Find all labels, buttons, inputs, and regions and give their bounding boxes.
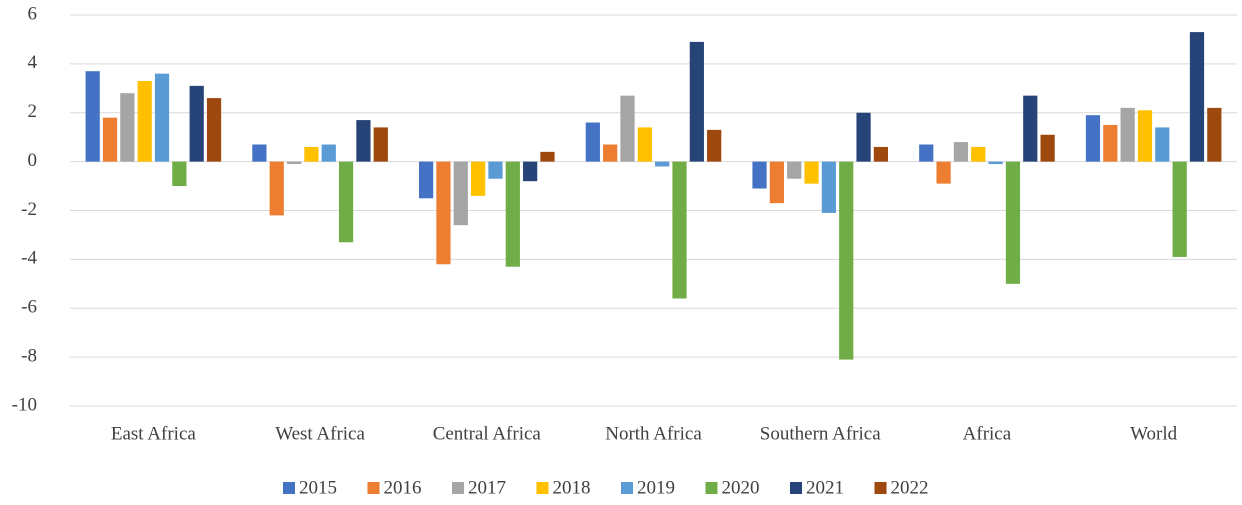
x-tick-label: Central Africa — [433, 423, 542, 444]
x-tick-label: West Africa — [275, 423, 365, 444]
bar — [752, 161, 767, 189]
legend-label: 2021 — [806, 477, 844, 498]
legend-label: 2016 — [384, 477, 422, 498]
bar — [585, 122, 600, 162]
bar — [453, 161, 468, 226]
legend-label: 2019 — [637, 477, 675, 498]
bar — [655, 161, 670, 167]
legend-label: 2015 — [299, 477, 337, 498]
bar — [856, 112, 871, 162]
y-tick-label: -2 — [21, 199, 37, 220]
bar — [873, 146, 889, 162]
bar — [804, 161, 819, 184]
x-tick-label: North Africa — [605, 423, 702, 444]
bar — [189, 85, 204, 162]
bar — [769, 161, 784, 204]
bar — [304, 146, 319, 162]
bar — [338, 161, 354, 243]
y-tick-label: 0 — [28, 150, 38, 171]
bar — [988, 161, 1003, 165]
legend-swatch — [283, 482, 295, 494]
bar — [1023, 95, 1038, 162]
bar — [620, 95, 635, 162]
y-tick-label: 4 — [28, 52, 38, 73]
bar — [689, 41, 704, 162]
legend-label: 2017 — [468, 477, 506, 498]
legend-label: 2022 — [891, 477, 929, 498]
bar — [1155, 127, 1170, 162]
x-tick-label: East Africa — [111, 423, 197, 444]
bar — [418, 161, 434, 199]
bar — [488, 161, 503, 179]
bar — [85, 71, 100, 162]
bar — [373, 127, 388, 162]
bar — [356, 120, 371, 162]
legend-swatch — [621, 482, 633, 494]
bar — [821, 161, 836, 213]
bar — [1040, 134, 1055, 162]
bar — [1207, 107, 1222, 162]
legend-swatch — [536, 482, 549, 494]
bar — [1120, 107, 1135, 162]
bar — [286, 161, 302, 165]
legend-swatch — [705, 482, 718, 494]
bar — [172, 161, 187, 187]
bar — [953, 142, 969, 162]
bar — [971, 146, 986, 162]
legend-swatch — [367, 482, 380, 494]
bar — [787, 161, 802, 179]
y-tick-label: -10 — [12, 394, 37, 415]
legend-swatch — [874, 482, 887, 494]
bar — [839, 161, 854, 360]
bar — [936, 161, 951, 184]
bar — [505, 161, 520, 267]
bar — [919, 144, 934, 162]
y-tick-label: -6 — [21, 297, 37, 318]
bar — [137, 80, 152, 162]
legend-label: 2020 — [722, 477, 760, 498]
legend-swatch — [790, 482, 802, 494]
x-tick-label: Southern Africa — [760, 423, 881, 444]
bar — [1189, 32, 1205, 162]
y-tick-label: 6 — [28, 3, 38, 24]
bar — [603, 144, 618, 162]
bar — [269, 161, 284, 216]
bar — [1137, 110, 1153, 162]
y-tick-label: -8 — [21, 345, 37, 366]
legend-label: 2018 — [553, 477, 591, 498]
bar — [102, 117, 118, 162]
bar — [707, 129, 722, 162]
x-tick-label: Africa — [963, 423, 1012, 444]
x-tick-label: World — [1130, 423, 1178, 444]
y-tick-label: 2 — [28, 101, 38, 122]
bar — [540, 151, 555, 162]
legend-swatch — [452, 482, 464, 494]
bar — [672, 161, 687, 299]
bar — [1085, 115, 1101, 162]
bar — [471, 161, 486, 196]
bar — [120, 93, 135, 162]
bar — [1005, 161, 1021, 284]
bar — [436, 161, 451, 265]
y-tick-label: -4 — [21, 248, 37, 269]
bar — [321, 144, 336, 162]
bar — [252, 144, 267, 162]
bar — [1172, 161, 1187, 257]
bar — [637, 127, 652, 162]
bar — [154, 73, 170, 162]
bar — [206, 98, 222, 162]
bar — [523, 161, 538, 182]
bar — [1103, 124, 1118, 162]
